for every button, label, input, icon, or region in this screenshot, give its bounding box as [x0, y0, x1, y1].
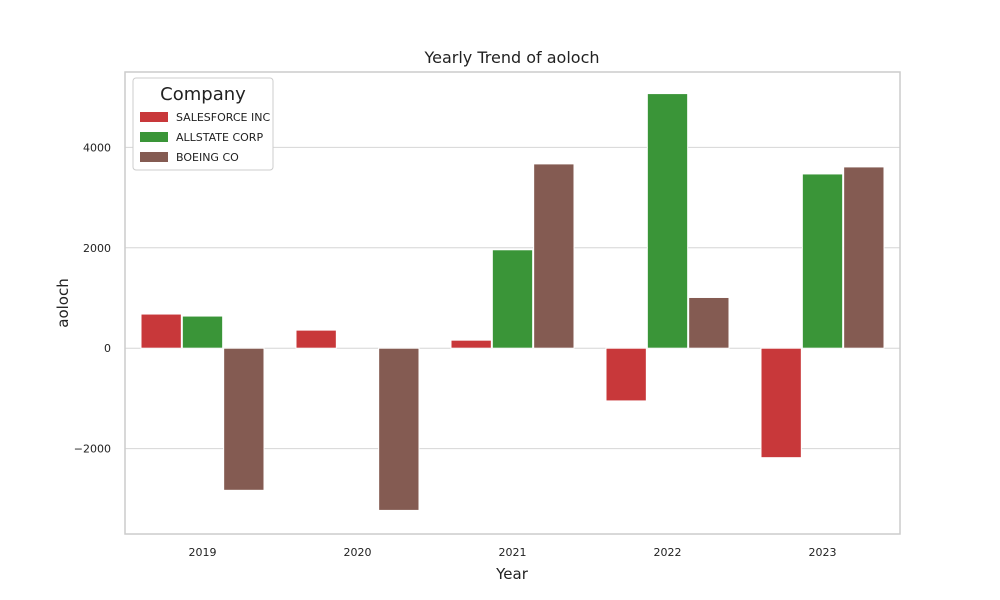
y-tick-label: −2000 — [74, 443, 111, 456]
legend-label: SALESFORCE INC — [176, 111, 270, 124]
plot-frame — [124, 71, 901, 535]
bar-allstate-corp-2023 — [801, 173, 844, 349]
legend-swatch — [140, 132, 168, 142]
x-tick-labels: 2019 2020 2021 2022 2023 — [189, 546, 837, 559]
y-tick-label: 0 — [104, 342, 111, 355]
bar-salesforce-inc-2022 — [605, 347, 647, 402]
bar-allstate-corp-2019 — [181, 315, 224, 349]
x-axis-label: Year — [495, 565, 529, 583]
legend-swatch — [140, 112, 168, 122]
legend-items: SALESFORCE INC ALLSTATE CORP BOEING CO — [140, 111, 270, 164]
legend: Company SALESFORCE INC ALLSTATE CORP BOEIN… — [132, 77, 274, 171]
x-tick-label: 2022 — [654, 546, 682, 559]
bar-allstate-corp-2021 — [491, 249, 534, 349]
bar-salesforce-inc-2020 — [295, 329, 337, 349]
x-tick-label: 2020 — [344, 546, 372, 559]
y-axis-label: aoloch — [54, 278, 72, 327]
bar-salesforce-inc-2019 — [140, 313, 182, 349]
legend-title: Company — [160, 84, 246, 105]
chart-title: Yearly Trend of aoloch — [423, 48, 599, 67]
legend-label: BOEING CO — [176, 151, 239, 164]
legend-box — [132, 77, 274, 171]
y-tick-labels: −2000 0 2000 4000 — [74, 141, 111, 455]
bars — [140, 93, 885, 511]
x-tick-label: 2023 — [809, 546, 837, 559]
bar-salesforce-inc-2023 — [760, 347, 802, 459]
bar-boeing-co-2021 — [533, 163, 575, 349]
bar-salesforce-inc-2021 — [450, 339, 492, 349]
bar-boeing-co-2022 — [688, 296, 730, 349]
bar-boeing-co-2020 — [378, 347, 420, 511]
bar-boeing-co-2023 — [843, 166, 885, 349]
y-tick-label: 2000 — [83, 242, 111, 255]
x-tick-label: 2019 — [189, 546, 217, 559]
bar-allstate-corp-2022 — [646, 93, 689, 349]
y-tick-label: 4000 — [83, 141, 111, 154]
x-tick-label: 2021 — [499, 546, 527, 559]
legend-swatch — [140, 152, 168, 162]
legend-label: ALLSTATE CORP — [176, 131, 263, 144]
bar-boeing-co-2019 — [223, 347, 265, 491]
